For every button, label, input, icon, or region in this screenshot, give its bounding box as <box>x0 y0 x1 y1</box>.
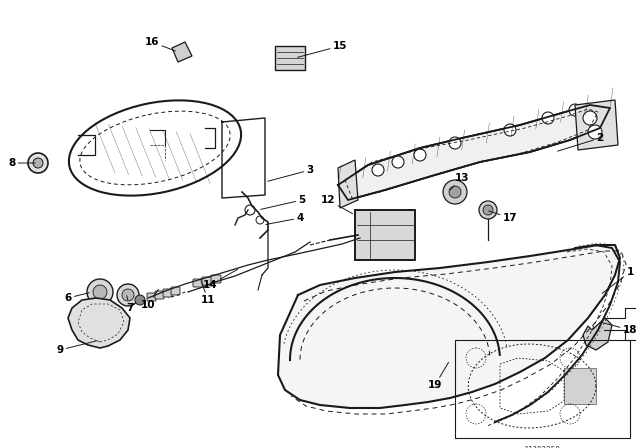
Text: 8: 8 <box>8 158 35 168</box>
FancyBboxPatch shape <box>155 291 164 299</box>
Polygon shape <box>68 298 130 348</box>
Polygon shape <box>275 46 305 70</box>
Text: 10: 10 <box>141 289 159 310</box>
Circle shape <box>135 295 145 305</box>
Polygon shape <box>583 318 612 350</box>
Polygon shape <box>575 100 618 150</box>
Text: 3: 3 <box>268 165 314 181</box>
Text: 5: 5 <box>260 195 306 209</box>
Circle shape <box>583 111 597 125</box>
Text: 11: 11 <box>201 280 215 305</box>
FancyBboxPatch shape <box>147 293 156 301</box>
Circle shape <box>392 156 404 168</box>
Circle shape <box>443 180 467 204</box>
Circle shape <box>372 164 384 176</box>
Circle shape <box>569 104 581 116</box>
Circle shape <box>122 289 134 301</box>
Text: 16: 16 <box>145 37 175 51</box>
Text: 14: 14 <box>203 269 237 290</box>
Circle shape <box>117 284 139 306</box>
Circle shape <box>449 186 461 198</box>
Polygon shape <box>338 160 358 208</box>
FancyBboxPatch shape <box>193 279 203 287</box>
FancyBboxPatch shape <box>163 289 172 297</box>
Circle shape <box>245 205 255 215</box>
Polygon shape <box>172 42 192 62</box>
FancyBboxPatch shape <box>171 287 180 295</box>
Polygon shape <box>355 210 415 260</box>
Polygon shape <box>338 105 610 200</box>
Polygon shape <box>278 245 620 408</box>
Text: 4: 4 <box>266 213 304 224</box>
Text: 2: 2 <box>557 133 604 151</box>
Text: 6: 6 <box>65 293 90 303</box>
Circle shape <box>504 124 516 136</box>
Circle shape <box>256 216 264 224</box>
Text: JJJ93259: JJJ93259 <box>524 446 561 448</box>
Circle shape <box>542 112 554 124</box>
Circle shape <box>588 125 602 139</box>
Text: 15: 15 <box>298 41 348 57</box>
Circle shape <box>414 149 426 161</box>
Polygon shape <box>564 368 596 404</box>
Circle shape <box>93 285 107 299</box>
Circle shape <box>483 205 493 215</box>
Circle shape <box>33 158 43 168</box>
Circle shape <box>479 201 497 219</box>
Text: 7: 7 <box>126 296 134 313</box>
Text: 18: 18 <box>603 323 637 335</box>
Circle shape <box>28 153 48 173</box>
Text: 12: 12 <box>321 195 353 214</box>
FancyBboxPatch shape <box>211 275 221 283</box>
Text: 13: 13 <box>450 173 469 190</box>
Bar <box>455 340 630 438</box>
Text: 9: 9 <box>56 340 97 355</box>
FancyBboxPatch shape <box>202 277 212 285</box>
Text: 19: 19 <box>428 362 449 390</box>
Circle shape <box>449 137 461 149</box>
Circle shape <box>87 279 113 305</box>
Text: 1: 1 <box>602 267 634 293</box>
Text: 17: 17 <box>488 211 517 223</box>
